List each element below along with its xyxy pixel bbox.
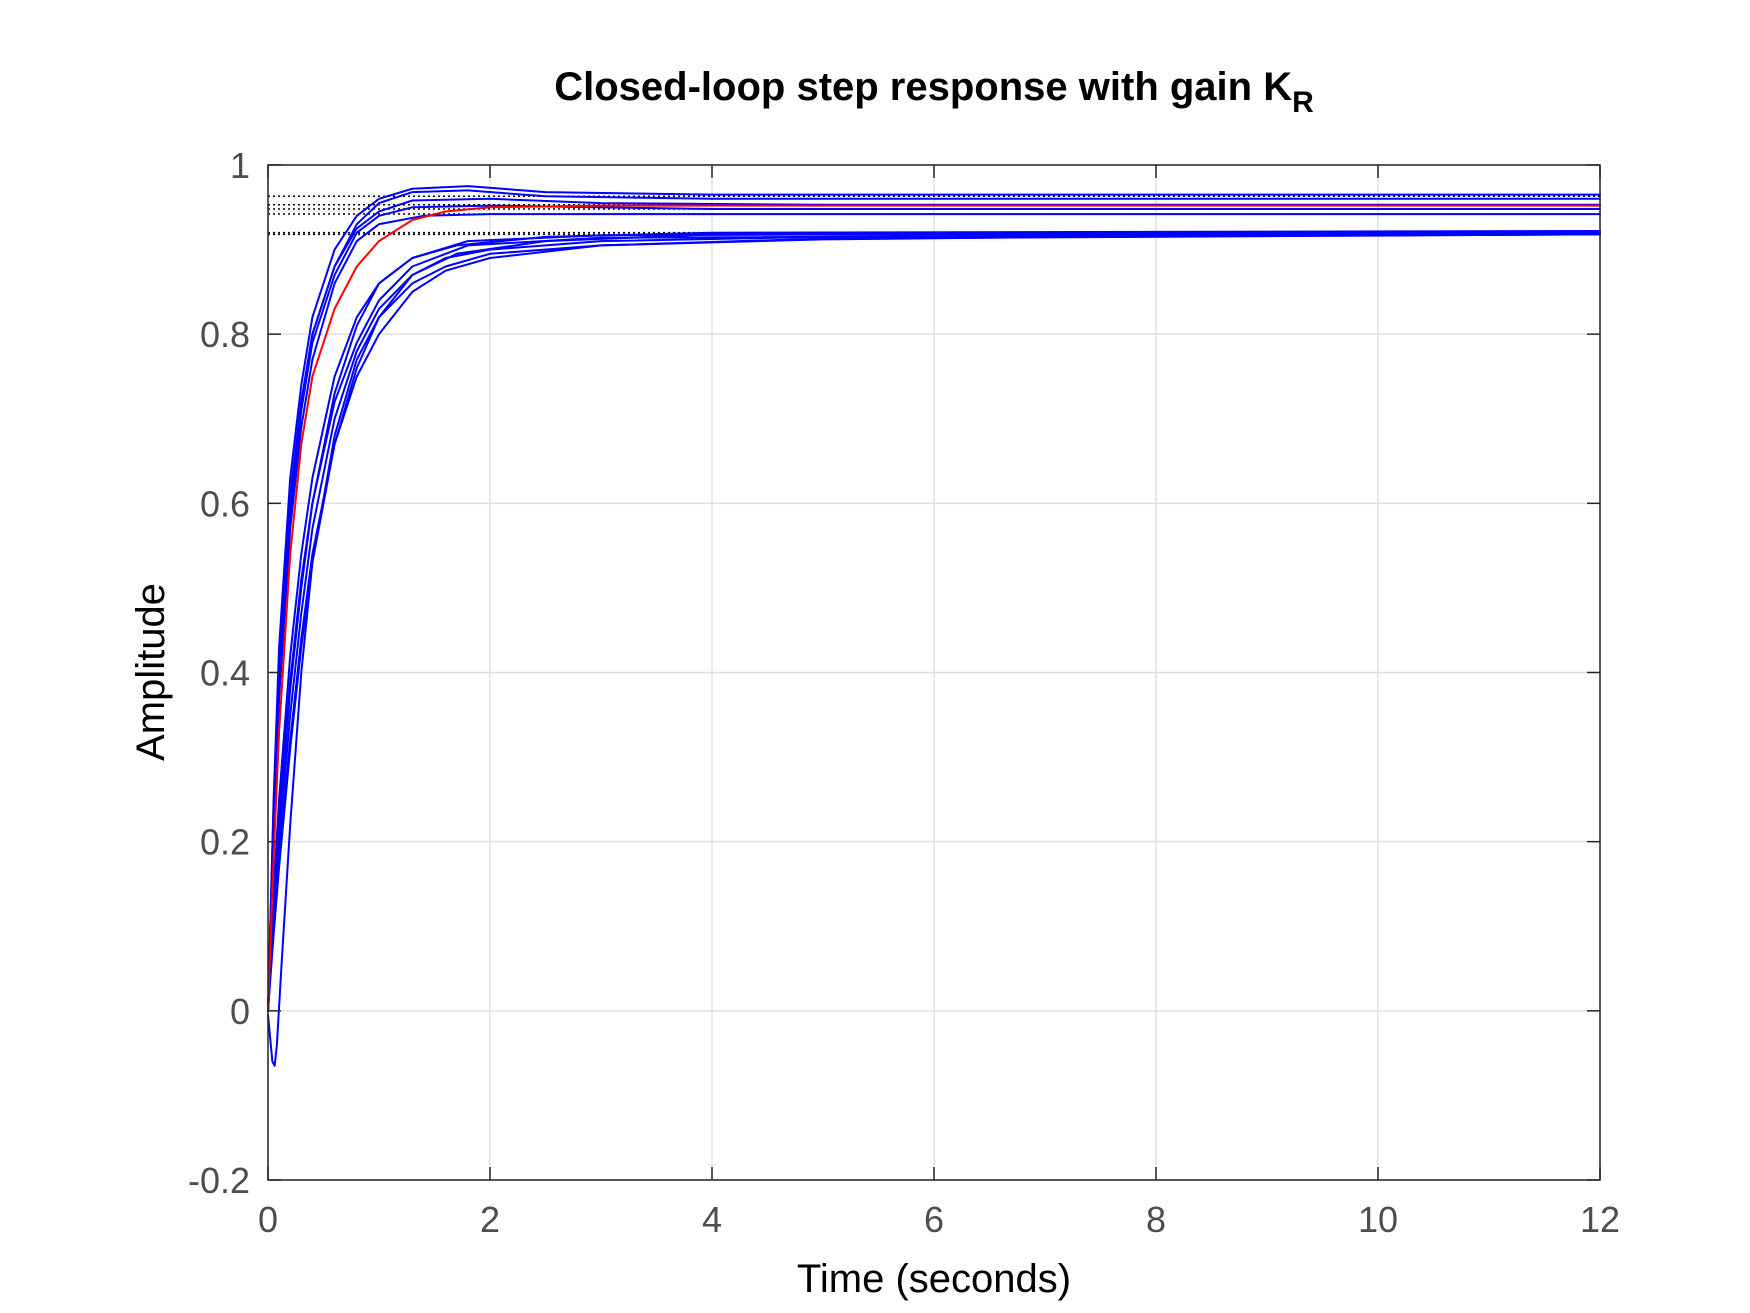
y-axis-label: Amplitude bbox=[129, 583, 173, 761]
x-tick-label: 8 bbox=[1146, 1199, 1166, 1240]
perturbed-response-line bbox=[267, 185, 1601, 1012]
ticks bbox=[267, 164, 1601, 1181]
x-axis-label: Time (seconds) bbox=[797, 1257, 1071, 1301]
perturbed-response-line bbox=[267, 231, 1601, 1012]
x-tick-label: 4 bbox=[702, 1199, 722, 1240]
y-tick-label: 0.4 bbox=[200, 653, 250, 694]
chart-title-text: Closed-loop step response with gain K bbox=[554, 65, 1292, 109]
perturbed-response-line bbox=[267, 230, 1601, 1012]
y-tick-label: 0.2 bbox=[200, 822, 250, 863]
y-tick-label: 0 bbox=[230, 991, 250, 1032]
x-tick-label: 12 bbox=[1580, 1199, 1620, 1240]
x-tick-label: 10 bbox=[1358, 1199, 1398, 1240]
perturbed-response-line bbox=[267, 231, 1601, 1012]
x-tick-label: 0 bbox=[258, 1199, 278, 1240]
tick-labels: 0 2 4 6 8 10 12-0.200.20.40.60.81 bbox=[188, 145, 1620, 1240]
series-lines bbox=[267, 185, 1601, 1067]
y-tick-label: 0.6 bbox=[200, 483, 250, 524]
x-tick-label: 2 bbox=[480, 1199, 500, 1240]
y-tick-label: -0.2 bbox=[188, 1160, 250, 1201]
perturbed-response-line bbox=[267, 204, 1601, 1012]
nominal-response-line bbox=[267, 204, 1601, 1012]
x-tick-label: 6 bbox=[924, 1199, 944, 1240]
perturbed-response-line bbox=[267, 233, 1601, 1012]
chart-title-subscript: R bbox=[1292, 86, 1314, 119]
y-tick-label: 0.8 bbox=[200, 314, 250, 355]
y-tick-label: 1 bbox=[230, 145, 250, 186]
chart-title: Closed-loop step response with gain KR bbox=[554, 65, 1314, 119]
perturbed-response-line bbox=[267, 213, 1601, 1012]
